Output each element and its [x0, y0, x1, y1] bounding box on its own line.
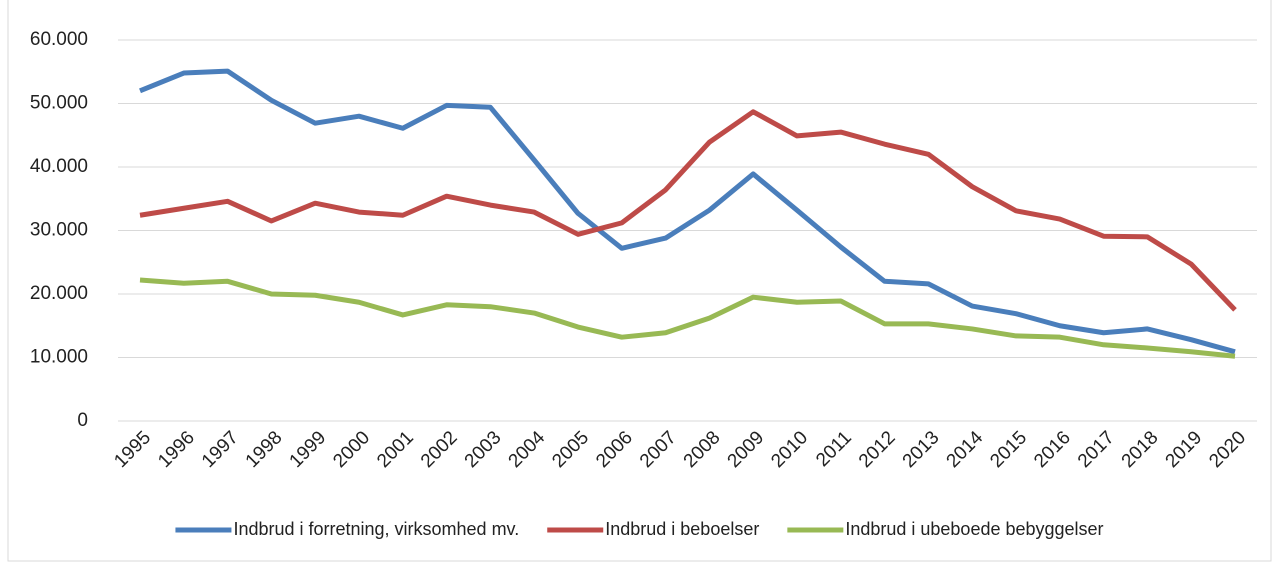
x-tick-label: 2007: [636, 427, 681, 472]
x-tick-label: 2000: [329, 427, 374, 472]
y-tick-label: 60.000: [30, 29, 88, 50]
y-tick-label: 20.000: [30, 283, 88, 304]
series-line: [139, 277, 1236, 359]
x-tick-label: 2010: [767, 427, 812, 472]
y-tick-label: 50.000: [30, 93, 88, 114]
x-tick-label: 1995: [110, 427, 155, 472]
x-tick-label: 1998: [242, 427, 287, 472]
legend-label: Indbrud i forretning, virksomhed mv.: [233, 519, 519, 539]
y-tick-label: 30.000: [30, 220, 88, 241]
x-tick-label: 1996: [154, 427, 199, 472]
x-tick-label: 2003: [461, 427, 506, 472]
x-tick-label: 2006: [592, 427, 637, 472]
x-tick-label: 2009: [724, 427, 769, 472]
legend: Indbrud i forretning, virksomhed mv. Indb…: [175, 519, 1104, 539]
x-tick-label: 2019: [1162, 427, 1207, 472]
x-tick-label: 2014: [943, 427, 988, 472]
y-tick-label: 40.000: [30, 156, 88, 177]
x-tick-label: 2011: [812, 427, 856, 471]
x-tick-label: 2020: [1205, 427, 1250, 472]
x-tick-label: 2016: [1030, 427, 1075, 472]
x-tick-label: 1999: [286, 427, 331, 472]
x-tick-label: 2015: [986, 427, 1031, 472]
series-line: [139, 68, 1236, 355]
x-tick-label: 2001: [373, 427, 418, 472]
x-tick-label: 2013: [899, 427, 944, 472]
x-tick-label: 2005: [548, 427, 593, 472]
x-tick-label: 2004: [505, 427, 550, 472]
chart-frame: [7, 0, 1272, 562]
legend-label: Indbrud i beboelser: [605, 519, 759, 539]
legend-label: Indbrud i ubeboede bebyggelser: [845, 519, 1103, 539]
y-tick-label: 10.000: [30, 347, 88, 368]
x-tick-label: 2008: [680, 427, 725, 472]
y-tick-label: 0: [77, 410, 88, 431]
x-tick-label: 2012: [855, 427, 900, 472]
x-tick-label: 2018: [1118, 427, 1163, 472]
x-tick-label: 2002: [417, 427, 462, 472]
x-tick-label: 2017: [1074, 427, 1119, 472]
series-line: [139, 109, 1237, 312]
x-tick-label: 1997: [198, 427, 243, 472]
